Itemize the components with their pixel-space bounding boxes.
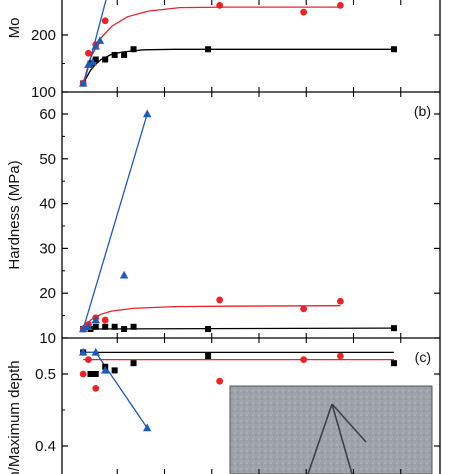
panel-a-marks (78, 0, 397, 87)
panel-c-inset (229, 385, 433, 474)
panel-a-circle-point (337, 1, 344, 9)
panel-a-square-point (111, 51, 118, 58)
panel-c-circle-point (216, 377, 224, 385)
panel-c-square-point (87, 371, 94, 377)
panel-c-circle-point (85, 356, 92, 363)
panel-c-axes: 0.4 0.5 h/Maximum depth (c) (6, 338, 440, 474)
panel-b-ytick-label: 20 (39, 285, 56, 302)
frame (61, 0, 441, 474)
panel-c-triangle-point (78, 347, 88, 356)
panel-b-circle-fit-line (82, 305, 341, 330)
panel-a-square-point (121, 51, 128, 58)
panel-a-square-point (130, 46, 137, 53)
panel-a-circle-fit-line (82, 6, 341, 84)
panel-c-marks (78, 347, 397, 432)
panel-b-triangle-point (119, 270, 129, 279)
panel-a-ytick-label: 200 (31, 27, 56, 44)
panel-b: 10 20 30 40 50 60 Hardness (MPa) (b) (6, 92, 440, 347)
panel-b-triangle-fit-line (82, 113, 148, 330)
panel-b-square-point (92, 323, 99, 330)
panel-b-circle-point (300, 305, 308, 313)
panel-b-triangle-point (143, 109, 152, 118)
panel-b-circle-point (337, 297, 344, 305)
panel-c-triangle-fit-line (83, 351, 148, 429)
panel-a-circle-point (216, 1, 224, 9)
panel-c-triangle-point (143, 423, 152, 432)
panel-a-triangle-point (88, 57, 97, 66)
panel-c-square-point (130, 360, 137, 367)
panel-b-square-point (102, 323, 109, 330)
panel-c-square-point (111, 367, 118, 374)
panel-a-axes: 100 200 Mo (6, 0, 440, 101)
panel-b-ylabel: Hardness (MPa) (6, 160, 23, 269)
panel-b-axes: 10 20 30 40 50 60 Hardness (MPa) (b) (6, 92, 440, 347)
panel-b-ytick-label: 10 (39, 330, 56, 347)
panel-a-circle-point (300, 8, 308, 16)
panel-a-triangle-point (78, 78, 88, 87)
panel-a-triangle-point (91, 41, 100, 50)
inset-crack-line (307, 403, 367, 474)
panel-b-square-fit-line (83, 327, 394, 330)
panel-c-circle-point (300, 356, 308, 363)
panel-b-square-point (130, 323, 137, 330)
panel-c-circle-point (79, 370, 87, 378)
panel-c-square-point (92, 371, 99, 377)
panel-b-triangle-point (84, 322, 93, 330)
panel-b-square-point (205, 326, 212, 333)
panel-c-square-point (390, 360, 397, 367)
panel-c-square-point (205, 353, 212, 359)
panel-c-ytick-label: 0.4 (35, 438, 56, 455)
panel-c-circle-point (92, 385, 100, 392)
panel-b-square-point (111, 323, 118, 330)
panel-b-marks (78, 109, 397, 333)
panel-b-triangle-point (91, 315, 100, 324)
panel-a-circle-point (101, 17, 109, 25)
panel-b-triangle-point (78, 324, 88, 333)
panel-c-ylabel: h/Maximum depth (6, 360, 23, 474)
panel-b-circle-point (101, 316, 109, 324)
panel-c-triangle-point (91, 347, 100, 356)
panel-b-ytick-label: 60 (39, 106, 56, 123)
panel-b-square-point (121, 326, 128, 333)
panel-a-circle-point (85, 49, 92, 57)
panel-c: 0.4 0.5 h/Maximum depth (c) (6, 338, 440, 474)
panel-b-tag: (b) (414, 103, 431, 119)
panel-c-ytick-label: 0.5 (35, 366, 56, 383)
panel-a: 100 200 Mo (6, 0, 440, 101)
panel-a-square-point (92, 56, 99, 63)
panel-a-ylabel: Mo (6, 18, 23, 39)
panel-a-ytick-label: 100 (31, 84, 56, 101)
panel-a-triangle-point (95, 36, 105, 44)
panel-b-ytick-label: 30 (39, 240, 56, 257)
panel-b-ytick-label: 50 (39, 151, 56, 168)
panel-c-tag: (c) (415, 349, 431, 365)
inset-photo (229, 385, 433, 474)
panel-b-ytick-label: 40 (39, 196, 56, 213)
panel-a-square-point (205, 46, 212, 53)
panel-c-circle-point (337, 352, 344, 360)
panel-c-triangle-point (101, 365, 110, 374)
panel-a-square-point (390, 46, 397, 53)
panel-b-circle-point (216, 296, 224, 304)
panel-b-square-point (390, 325, 397, 332)
panel-a-triangle-point (84, 60, 93, 68)
panel-a-square-point (102, 56, 109, 63)
panel-a-square-fit-line (82, 48, 394, 84)
